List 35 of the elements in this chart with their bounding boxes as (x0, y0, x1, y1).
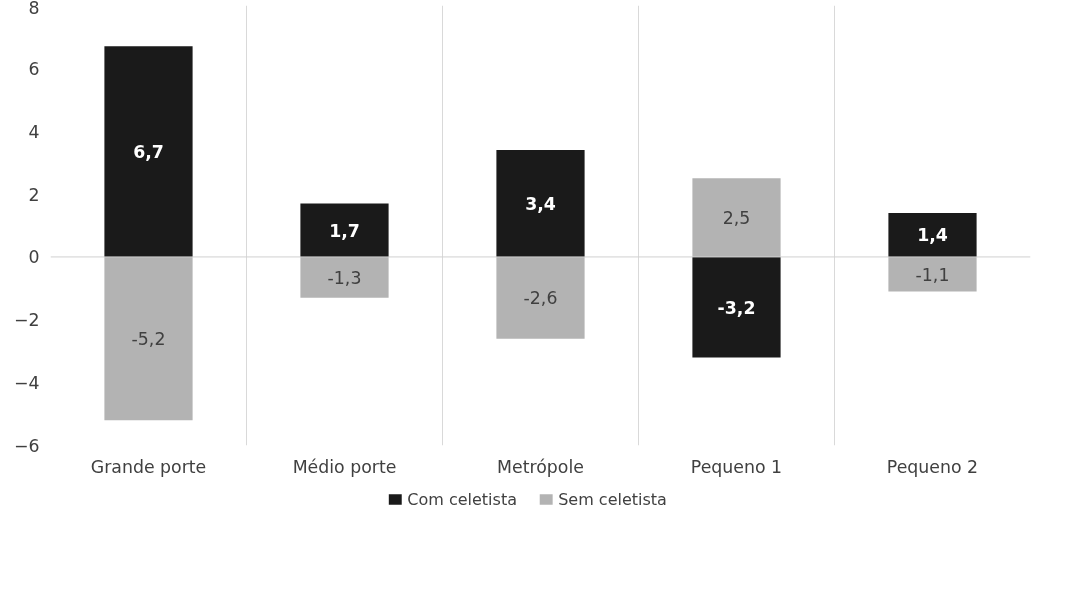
data-label: 6,7 (133, 142, 164, 163)
data-label: -3,2 (717, 297, 756, 318)
data-label: 3,4 (525, 194, 556, 214)
y-tick-label: 6 (28, 58, 40, 79)
x-tick-label: Médio porte (292, 456, 397, 477)
bar (496, 150, 585, 257)
data-label: 1,7 (329, 220, 360, 241)
x-tick-label: Pequeno 1 (690, 456, 783, 477)
bar (300, 256, 389, 298)
x-tick-label: Pequeno 2 (886, 456, 979, 477)
data-label: -1,1 (915, 264, 950, 285)
bar (300, 203, 389, 257)
y-tick-label: 0 (28, 247, 40, 268)
legend-label: Sem celetista (558, 490, 667, 509)
legend-label: Com celetista (407, 490, 517, 509)
data-label: 1,4 (917, 225, 948, 246)
bar (888, 256, 977, 292)
y-tick-label: 4 (28, 121, 40, 142)
x-tick-label: Metrópole (497, 456, 584, 477)
y-tick-label: 2 (28, 184, 40, 205)
data-label: -5,2 (131, 329, 166, 350)
bar (104, 46, 193, 257)
data-label: -1,3 (327, 267, 362, 288)
y-tick-label: −2 (13, 310, 40, 331)
bar (888, 212, 977, 257)
y-tick-label: 8 (28, 0, 40, 18)
y-tick-label: −6 (13, 436, 40, 456)
bar (104, 256, 193, 421)
data-label: -2,6 (523, 288, 558, 309)
bar (692, 178, 781, 257)
bar (496, 256, 585, 339)
x-tick-label: Grande porte (90, 456, 207, 477)
y-tick-label: −4 (13, 373, 40, 394)
data-label: 2,5 (722, 208, 751, 229)
bar (692, 256, 781, 358)
